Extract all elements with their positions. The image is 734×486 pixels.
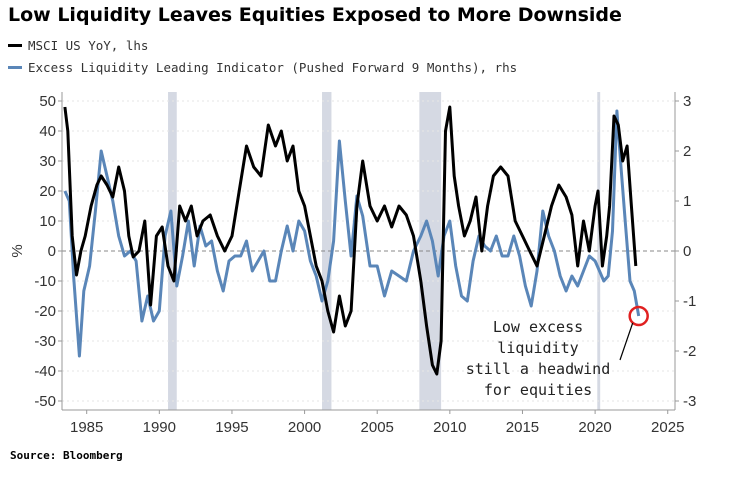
series-line-msci bbox=[63, 105, 638, 376]
legend-label-msci: MSCI US YoY, lhs bbox=[28, 38, 149, 53]
annotation-text: Low excess liquidity still a headwind for e… bbox=[466, 318, 611, 399]
left-tick-label-4: 10 bbox=[39, 213, 56, 230]
right-tick-label-1: 2 bbox=[683, 143, 691, 160]
left-tick-label-7: -20 bbox=[34, 303, 56, 320]
annotation-line-2: still a headwind bbox=[466, 360, 611, 378]
x-tick-label-1: 1990 bbox=[143, 419, 176, 436]
right-tick-label-4: -1 bbox=[683, 293, 696, 310]
left-tick-label-3: 20 bbox=[39, 183, 56, 200]
gridlines bbox=[62, 100, 675, 402]
x-tick-label-0: 1985 bbox=[70, 419, 103, 436]
x-tick-label-4: 2005 bbox=[361, 419, 394, 436]
recession-shading bbox=[168, 92, 601, 410]
legend-swatch-liquidity bbox=[8, 66, 22, 69]
chart-title: Low Liquidity Leaves Equities Exposed to… bbox=[8, 4, 622, 26]
legend-entry-liquidity: Excess Liquidity Leading Indicator (Push… bbox=[8, 60, 517, 75]
x-tick-label-6: 2015 bbox=[506, 419, 539, 436]
left-tick-label-2: 30 bbox=[39, 153, 56, 170]
x-tick-label-2: 1995 bbox=[215, 419, 248, 436]
annotation-line-0: Low excess bbox=[493, 318, 583, 336]
x-tick-label-5: 2010 bbox=[433, 419, 466, 436]
shaded-period-2 bbox=[419, 92, 442, 410]
x-tick-label-7: 2020 bbox=[578, 419, 611, 436]
right-tick-label-0: 3 bbox=[683, 93, 691, 110]
shaded-period-1 bbox=[322, 92, 332, 410]
x-tick-label-3: 2000 bbox=[288, 419, 321, 436]
shaded-period-3 bbox=[597, 92, 601, 410]
right-tick-label-6: -3 bbox=[683, 393, 696, 410]
left-tick-label-10: -50 bbox=[34, 393, 56, 410]
left-tick-label-6: -10 bbox=[34, 273, 56, 290]
annotation-line-3: for equities bbox=[484, 381, 592, 399]
legend-label-liquidity: Excess Liquidity Leading Indicator (Push… bbox=[28, 60, 518, 75]
right-tick-label-5: -2 bbox=[683, 343, 696, 360]
series-line-liquidity bbox=[63, 109, 641, 358]
left-tick-label-5: 0 bbox=[48, 243, 56, 260]
legend-entry-msci: MSCI US YoY, lhs bbox=[8, 38, 148, 53]
left-tick-label-9: -40 bbox=[34, 363, 56, 380]
right-tick-label-2: 1 bbox=[683, 193, 691, 210]
right-axis-ticks: 3 2 1 0 -1 -2 -3 bbox=[675, 93, 696, 410]
left-tick-label-1: 40 bbox=[39, 123, 56, 140]
x-tick-label-8: 2025 bbox=[651, 419, 684, 436]
annotation-circle bbox=[628, 305, 649, 327]
legend-swatch-msci bbox=[8, 44, 22, 47]
x-axis-ticks: 1985 1990 1995 2000 2005 2010 2015 2020 2025 bbox=[70, 410, 684, 436]
y-axis-label: % bbox=[9, 244, 26, 257]
source-note: Source: Bloomberg bbox=[10, 449, 123, 462]
annotation-line-1: liquidity bbox=[497, 339, 578, 357]
annotation-pointer bbox=[619, 322, 634, 361]
left-axis-ticks: 50 40 30 20 10 0 -10 -20 -30 -40 -50 bbox=[34, 93, 62, 410]
left-tick-label-8: -30 bbox=[34, 333, 56, 350]
right-tick-label-3: 0 bbox=[683, 243, 691, 260]
shaded-period-0 bbox=[168, 92, 177, 410]
left-tick-label-0: 50 bbox=[39, 93, 56, 110]
